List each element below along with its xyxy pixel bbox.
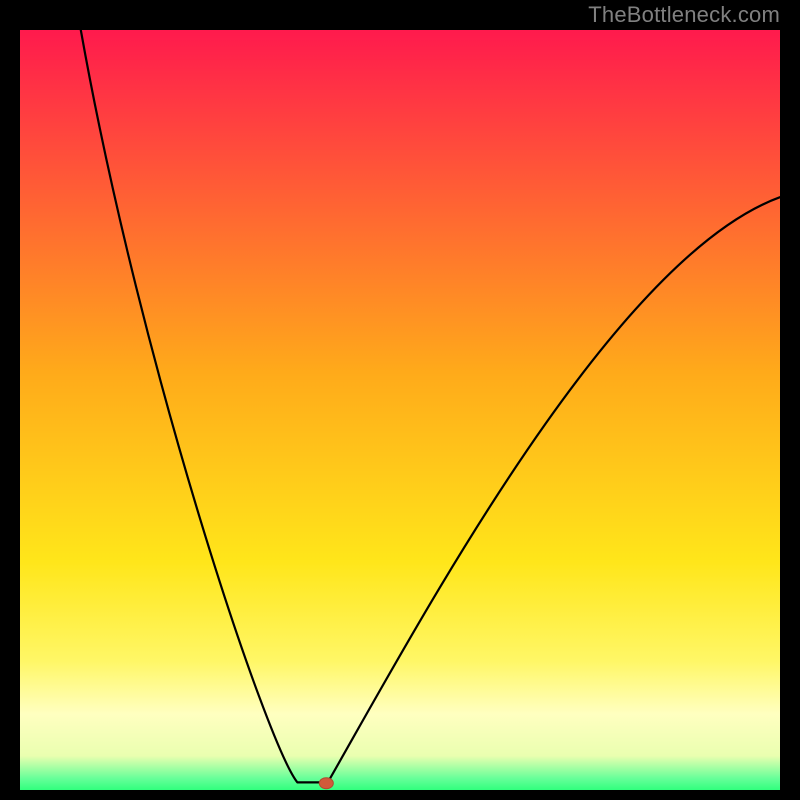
chart-svg (20, 30, 780, 790)
bottleneck-chart (20, 30, 780, 790)
watermark-text: TheBottleneck.com (588, 2, 780, 28)
chart-frame: TheBottleneck.com (0, 0, 800, 800)
optimum-marker (319, 778, 333, 789)
gradient-background (20, 30, 780, 790)
